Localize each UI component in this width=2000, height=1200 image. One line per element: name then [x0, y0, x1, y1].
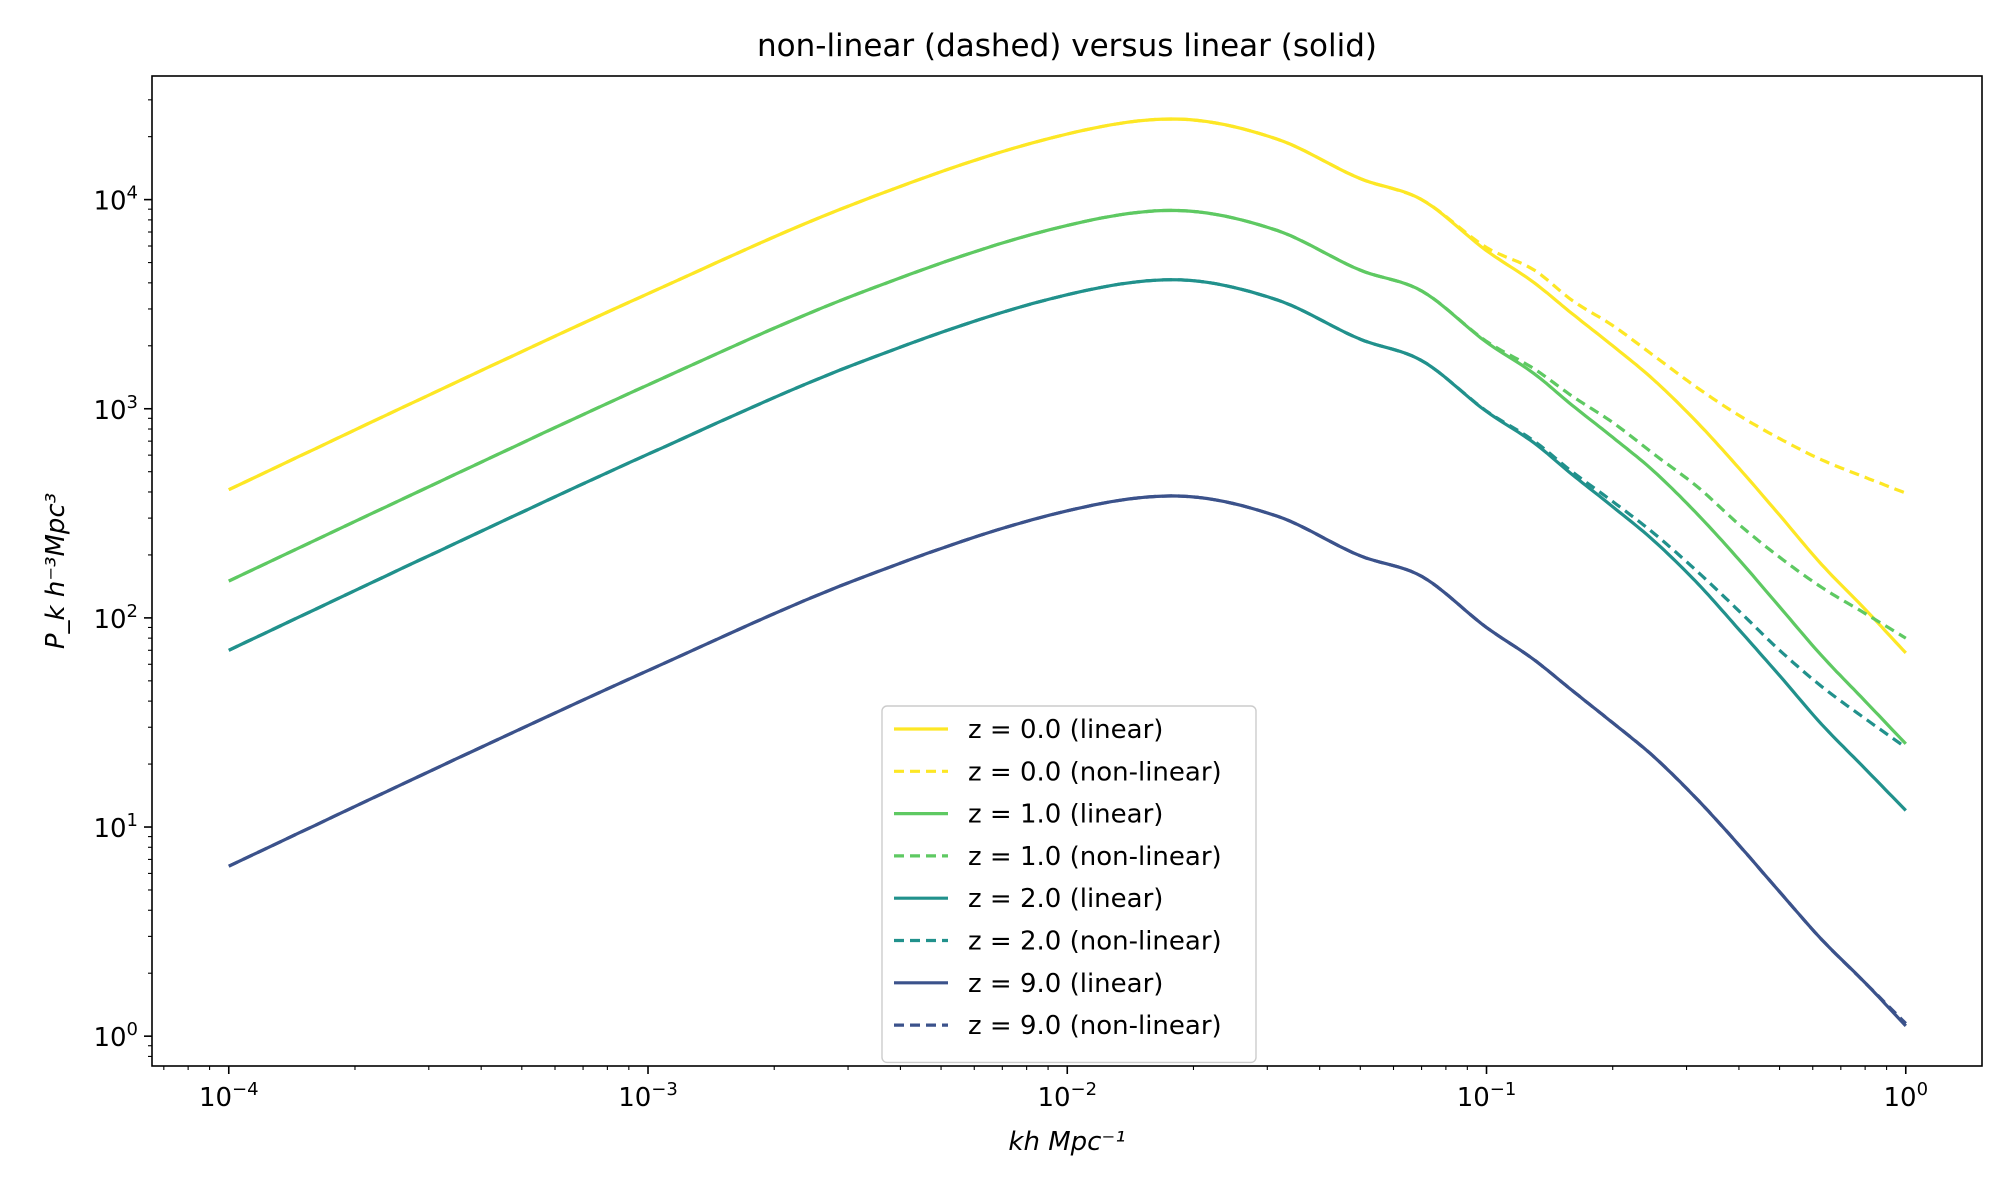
y-tick-label: 104	[93, 183, 138, 217]
legend-entry: z = 9.0 (linear)	[968, 969, 1163, 999]
series-line-0	[228, 117, 1907, 654]
x-tick-label: 10−4	[199, 1079, 259, 1113]
series-line-7	[228, 494, 1907, 1025]
x-tick-label: 100	[1883, 1079, 1928, 1113]
y-axis-label: P_k h⁻³Mpc³	[41, 493, 71, 649]
x-tick-label: 10−1	[1457, 1079, 1517, 1113]
series-line-1	[228, 117, 1907, 495]
y-tick-label: 103	[93, 392, 138, 426]
legend-entry: z = 1.0 (non-linear)	[968, 842, 1222, 872]
legend: z = 0.0 (linear) z = 0.0 (non-linear) z = …	[881, 705, 1257, 1064]
legend-entry: z = 2.0 (non-linear)	[968, 927, 1222, 957]
series-layer	[228, 117, 1907, 1027]
ticks-layer: 10−4 10−3 10−2 10−1 100 100 101 102 103 104	[93, 99, 1928, 1113]
x-tick-label: 10−3	[618, 1079, 678, 1113]
legend-entry: z = 9.0 (non-linear)	[968, 1011, 1222, 1041]
legend-entry: z = 0.0 (non-linear)	[968, 757, 1222, 787]
y-tick-label: 101	[93, 810, 138, 844]
series-line-5	[228, 278, 1907, 749]
legend-entry: z = 0.0 (linear)	[968, 715, 1163, 745]
x-tick-label: 10−2	[1037, 1079, 1097, 1113]
legend-entry: z = 1.0 (linear)	[968, 800, 1163, 830]
legend-entry: z = 2.0 (linear)	[968, 884, 1163, 914]
x-axis-label: kh Mpc⁻¹	[1008, 1127, 1125, 1157]
legend-box	[881, 705, 1257, 1064]
chart-title: non-linear (dashed) versus linear (solid…	[757, 28, 1377, 64]
series-line-2	[228, 208, 1907, 745]
y-tick-label: 102	[93, 601, 138, 635]
y-tick-label: 100	[93, 1019, 138, 1053]
series-line-3	[228, 208, 1907, 640]
